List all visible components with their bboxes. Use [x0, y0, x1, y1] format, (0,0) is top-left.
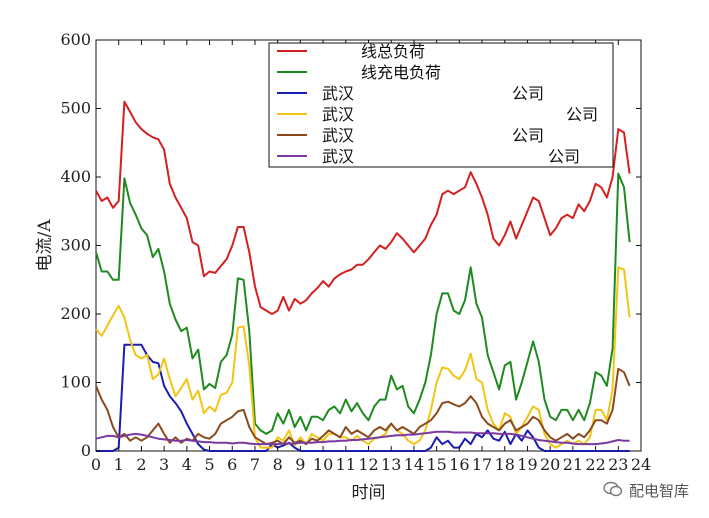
watermark: 配电智库	[603, 480, 689, 501]
series-line-4	[95, 266, 631, 449]
series-line-6	[95, 430, 630, 446]
x-tick-label: 14	[404, 455, 424, 474]
x-tick-label: 17	[472, 455, 492, 474]
x-axis-title: 时间	[352, 483, 386, 503]
y-axis-title: 电流/A	[35, 219, 55, 272]
legend-label-left: 武汉	[322, 84, 354, 103]
x-tick-label: 1	[114, 455, 124, 474]
legend-label-right: 公司	[566, 105, 598, 124]
series-line-2	[95, 172, 631, 435]
y-tick-label: 100	[60, 373, 91, 392]
x-tick-label: 5	[204, 455, 214, 474]
x-tick-label: 16	[449, 455, 469, 474]
x-tick-label: 8	[273, 455, 283, 474]
legend-label-left: 武汉	[322, 105, 354, 124]
legend-box	[268, 42, 614, 168]
series-line-1	[95, 100, 631, 315]
x-tick-label: 19	[517, 455, 537, 474]
y-tick-label: 600	[60, 30, 91, 49]
legend-label-right: 公司	[512, 84, 544, 103]
legend-label-right: 线总负荷	[361, 42, 425, 61]
wechat-icon	[603, 481, 623, 501]
y-tick-label: 500	[60, 99, 91, 118]
x-tick-label: 21	[563, 455, 583, 474]
legend-label-right: 公司	[512, 126, 544, 145]
x-tick-label: 10	[313, 455, 333, 474]
x-tick-label: 7	[250, 455, 260, 474]
x-tick-label: 13	[381, 455, 401, 474]
x-tick-label: 4	[182, 455, 192, 474]
x-tick-label: 0	[91, 455, 101, 474]
x-tick-label: 9	[295, 455, 305, 474]
x-tick-label: 23	[608, 455, 628, 474]
x-tick-label: 3	[159, 455, 169, 474]
y-tick-label: 200	[60, 304, 91, 323]
series-line-5	[95, 367, 631, 446]
x-tick-label: 12	[358, 455, 378, 474]
x-tick-label: 24	[631, 455, 651, 474]
legend-label-right: 线充电负荷	[361, 63, 441, 82]
x-tick-label: 6	[227, 455, 237, 474]
y-tick-label: 400	[60, 167, 91, 186]
x-tick-label: 11	[336, 455, 356, 474]
x-tick-label: 15	[426, 455, 446, 474]
x-tick-label: 22	[585, 455, 605, 474]
x-tick-label: 18	[495, 455, 515, 474]
y-tick-label: 0	[81, 441, 91, 460]
legend-label-left: 武汉	[322, 126, 354, 145]
x-tick-label: 2	[136, 455, 146, 474]
watermark-text: 配电智库	[628, 482, 689, 500]
legend-label-right: 公司	[548, 147, 580, 166]
legend-label-left: 武汉	[322, 147, 354, 166]
x-tick-label: 20	[540, 455, 560, 474]
y-tick-label: 300	[60, 236, 91, 255]
